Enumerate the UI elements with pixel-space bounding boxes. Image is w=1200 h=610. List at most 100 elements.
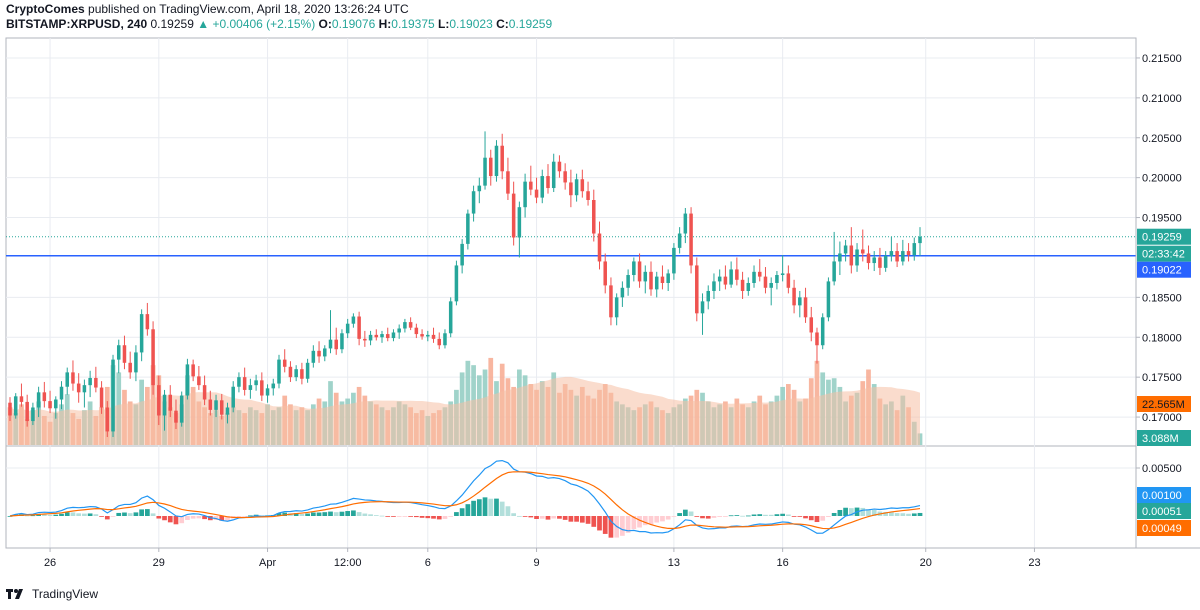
- macd-histogram-bar: [305, 513, 310, 516]
- candle-body: [408, 322, 413, 328]
- macd-histogram-bar: [534, 516, 539, 519]
- candle-body: [654, 276, 659, 290]
- signal-line: [9, 471, 921, 530]
- macd-histogram-bar: [539, 516, 545, 519]
- macd-histogram-bar: [871, 510, 877, 516]
- macd-histogram-bar: [677, 513, 682, 516]
- macd-histogram-bar: [476, 499, 482, 516]
- macd-histogram-bar: [820, 516, 826, 521]
- candle-body: [202, 385, 207, 400]
- macd-histogram-bar: [814, 516, 820, 523]
- candle: [248, 378, 253, 399]
- author-name[interactable]: CryptoComes: [6, 2, 85, 16]
- price-tick-label: 0.21000: [1142, 93, 1182, 105]
- change-arrow-icon: ▲: [197, 17, 210, 31]
- candle-body: [775, 275, 779, 283]
- candle-body: [54, 399, 58, 409]
- candle: [340, 329, 344, 354]
- candle: [151, 321, 155, 395]
- volume-label: 3.088M: [1142, 433, 1179, 445]
- candle: [357, 311, 361, 346]
- candle: [798, 290, 802, 318]
- macd-histogram-bar: [700, 516, 705, 519]
- macd-histogram-bar: [728, 515, 734, 517]
- macd-histogram-bar: [671, 516, 677, 517]
- macd-histogram-bar: [757, 514, 763, 516]
- candle: [569, 169, 573, 208]
- candle-body: [208, 399, 213, 410]
- macd-histogram-bar: [425, 516, 431, 519]
- candle: [225, 402, 230, 424]
- macd-histogram-bar: [608, 516, 614, 538]
- candle-body: [13, 396, 18, 416]
- candle-body: [815, 332, 819, 346]
- candle: [832, 231, 836, 286]
- candle: [597, 221, 602, 270]
- macd-histogram-bar: [351, 510, 356, 516]
- candle-body: [517, 207, 522, 238]
- macd-histogram-bar: [717, 516, 723, 517]
- macd-value-label-tag: [1137, 487, 1191, 503]
- price-chart[interactable]: 0.21500 0.21000 0.20500 0.20000 0.19500 0.185…: [0, 0, 1200, 580]
- macd-histogram-bar: [808, 516, 814, 521]
- macd-histogram-bar: [282, 512, 288, 516]
- candle: [19, 383, 24, 407]
- candle: [99, 381, 104, 414]
- candle: [426, 330, 430, 342]
- macd-histogram-bar: [660, 516, 665, 522]
- macd-histogram-bar: [917, 512, 923, 516]
- candle: [861, 229, 865, 262]
- candle: [695, 257, 699, 322]
- macd-histogram-bar: [499, 501, 505, 516]
- macd-histogram-bar: [522, 516, 528, 517]
- macd-histogram-bar: [368, 514, 373, 516]
- price-tick-label: 0.18500: [1142, 292, 1182, 304]
- signal-value-label-tag: [1137, 520, 1191, 536]
- macd-histogram-bar: [906, 513, 911, 516]
- candle-body: [242, 377, 247, 390]
- candle: [237, 372, 241, 393]
- price-change: +0.00406 (+2.15%): [212, 17, 316, 31]
- candle-body: [906, 251, 911, 256]
- candle-body: [254, 380, 258, 386]
- candle: [162, 389, 167, 431]
- candle: [157, 375, 161, 426]
- candle-body: [88, 377, 92, 386]
- macd-histogram-bar: [751, 514, 757, 516]
- candle: [191, 359, 195, 382]
- candle: [408, 317, 413, 331]
- time-tick-label: 6: [425, 557, 431, 569]
- candle: [883, 251, 888, 272]
- candle: [786, 265, 791, 294]
- candle: [660, 265, 665, 290]
- candle-body: [48, 401, 52, 409]
- symbol-label[interactable]: BITSTAMP:XRPUSD, 240: [6, 17, 148, 31]
- candle: [574, 173, 579, 202]
- price-axis-bg: [1136, 38, 1200, 548]
- candle: [872, 251, 876, 272]
- candle-body: [174, 410, 178, 423]
- macd-histogram-bar: [682, 509, 688, 516]
- candle: [8, 397, 12, 422]
- candle: [323, 345, 327, 362]
- low-value: 0.19023: [449, 17, 493, 31]
- candle-body: [385, 334, 390, 339]
- candle: [500, 133, 504, 180]
- candle: [294, 365, 298, 382]
- candle: [414, 323, 419, 339]
- candle-body: [523, 181, 527, 208]
- candle-body: [843, 245, 848, 254]
- candle: [328, 310, 333, 354]
- candle-body: [271, 383, 276, 389]
- macd-histogram-bar: [385, 516, 391, 517]
- macd-histogram-bar: [196, 516, 202, 519]
- candle-body: [798, 297, 802, 306]
- candle-body: [248, 385, 253, 390]
- candle: [94, 366, 98, 393]
- brand-name: TradingView: [32, 587, 99, 601]
- candle: [334, 327, 338, 355]
- footer-brand[interactable]: TradingView: [6, 587, 98, 601]
- macd-histogram-bar: [396, 516, 402, 517]
- macd-histogram-bar: [465, 504, 471, 516]
- candle-body: [660, 276, 665, 283]
